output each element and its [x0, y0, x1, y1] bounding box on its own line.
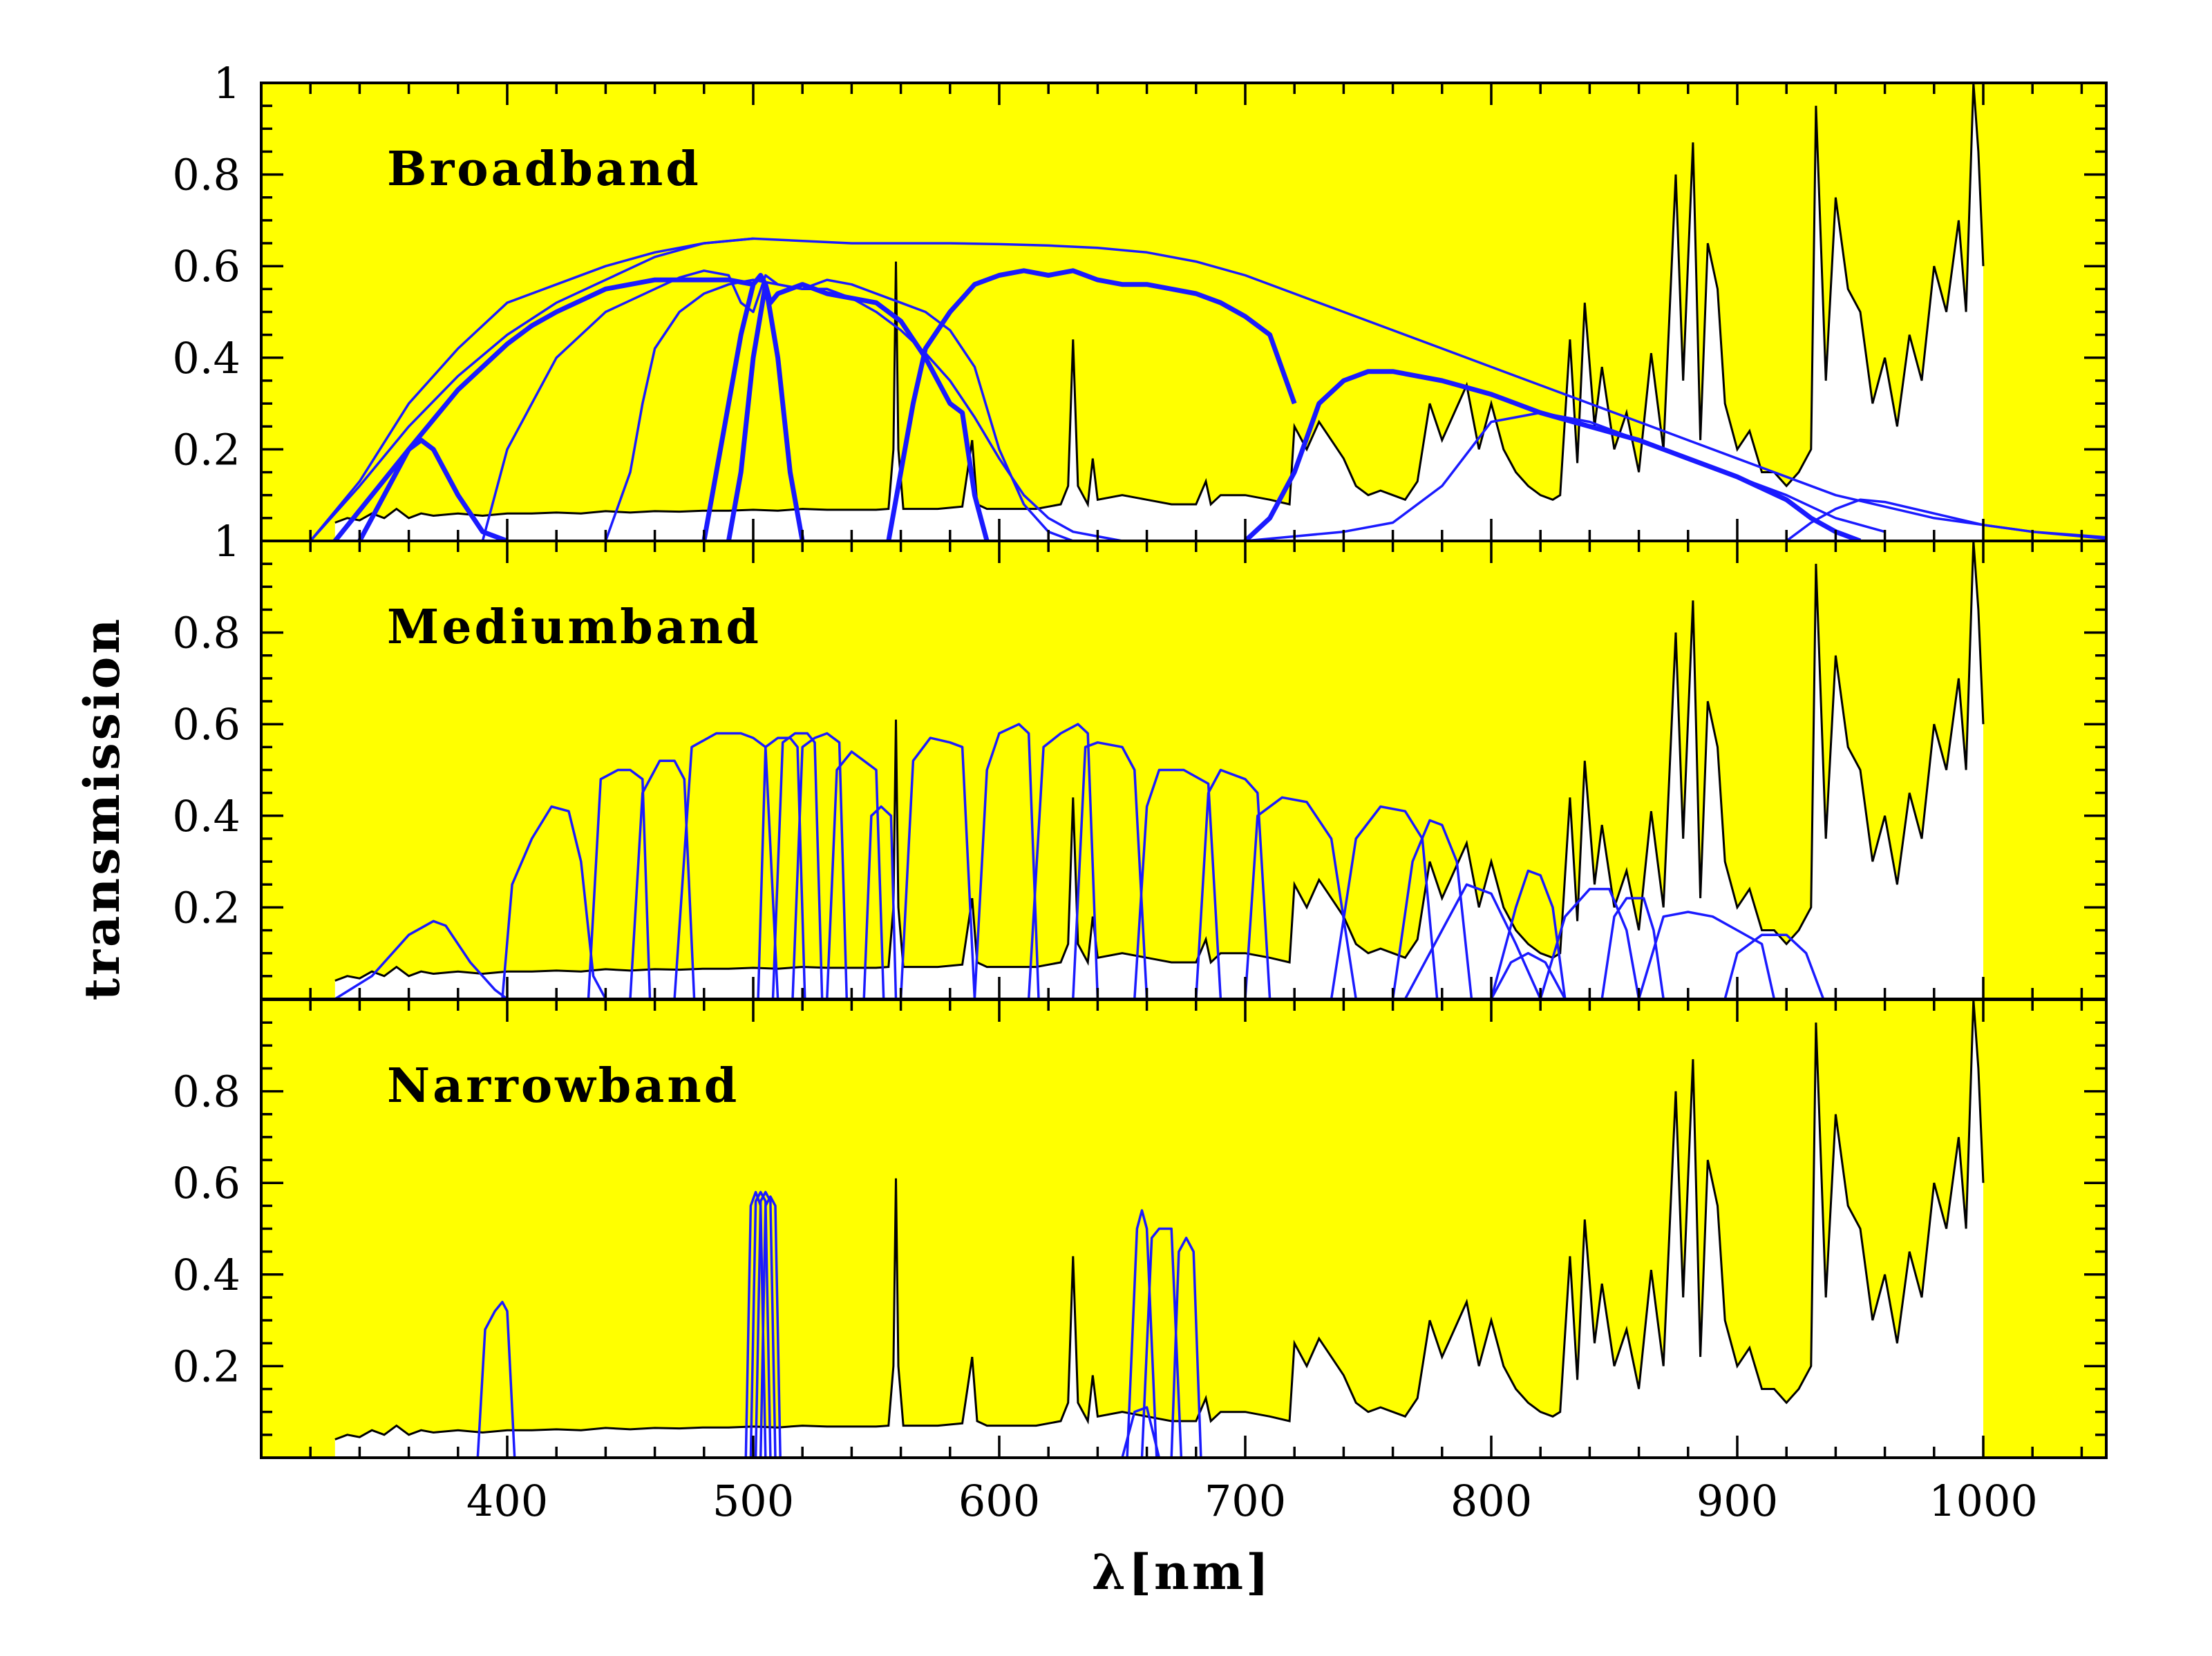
- y-tick-label: 1: [214, 516, 240, 567]
- filter-curve-12: [973, 723, 1040, 999]
- filter-curve-6: [1126, 1209, 1158, 1458]
- filter-curve-9: [826, 750, 885, 999]
- panel-label: Mediumband: [387, 600, 762, 655]
- background-fill: [261, 1000, 2106, 1458]
- y-tick-label: 1: [214, 58, 240, 108]
- filter-curve-21: [1490, 869, 1567, 999]
- filter-curve-9: [1121, 1406, 1161, 1458]
- filter-curve-22: [1539, 888, 1641, 999]
- panel-label: Narrowband: [387, 1058, 739, 1114]
- filter-curve-26: [1490, 951, 1567, 999]
- filter-curve-24: [1637, 911, 1776, 999]
- y-tick-label: 0.6: [172, 699, 240, 750]
- filter-curve-10: [862, 805, 898, 999]
- filter-curve-17: [1244, 796, 1357, 999]
- y-tick-label: 0.2: [172, 424, 240, 475]
- filter-curve-4: [333, 277, 754, 541]
- panel-narrowband: 0.2 0.4 0.6 0.8 Narrowband: [172, 998, 2108, 1459]
- filter-curve-11: [1245, 411, 1886, 541]
- filter-curve-11: [899, 736, 976, 999]
- filter-curve-7: [1140, 1227, 1183, 1458]
- y-tick-label: 0.6: [172, 241, 240, 292]
- filter-curve-25: [1723, 933, 1825, 999]
- y-tick-label: 0.4: [172, 1250, 240, 1300]
- filter-curve-8: [726, 282, 805, 541]
- y-axis-label: transmission: [73, 616, 131, 1001]
- filter-curve-14: [1072, 741, 1148, 999]
- filter-curve-2: [309, 237, 754, 541]
- filter-curve-7: [771, 732, 824, 999]
- y-tick-label: 0.4: [172, 333, 240, 383]
- filter-curve-18: [1330, 805, 1439, 999]
- x-tick-label: 500: [712, 1476, 794, 1526]
- y-tick-label: 0.6: [172, 1158, 240, 1208]
- filter-curve-16: [1195, 768, 1272, 999]
- y-tick-label: 0.8: [172, 1067, 240, 1117]
- filter-curve-3: [749, 1190, 772, 1458]
- filter-curve-19: [1391, 819, 1473, 999]
- x-tick-label: 400: [466, 1476, 548, 1526]
- sky-spectrum-line: [334, 541, 1985, 982]
- x-tick-label: 600: [958, 1476, 1040, 1526]
- filter-curve-8: [791, 732, 849, 999]
- x-tick-label: 700: [1204, 1476, 1286, 1526]
- filter-curve-5: [759, 1195, 782, 1458]
- sky-spectrum-line: [334, 1000, 1985, 1440]
- x-axis-label: λ[nm]: [1092, 1543, 1272, 1601]
- x-tick-label: 800: [1450, 1476, 1532, 1526]
- filter-curve-2: [744, 1190, 767, 1458]
- y-tick-label: 0.8: [172, 608, 240, 658]
- filter-curve-10: [1243, 369, 1862, 541]
- panels: 0.2 0.4 0.6 0.8 1 Broadband 0.2 0.4 0.6 0.8 1 Mediu…: [172, 58, 2108, 1526]
- y-tick-label: 0.2: [172, 1341, 240, 1391]
- filter-curve-3: [357, 437, 509, 541]
- panel-mediumband: 0.2 0.4 0.6 0.8 1 Mediumband: [172, 516, 2108, 1000]
- filter-curve-1: [334, 920, 509, 999]
- filter-curve-1: [476, 1300, 516, 1458]
- filter-curve-6: [757, 736, 806, 999]
- filter-curve-3: [587, 768, 652, 999]
- x-tick-label: 1000: [1929, 1476, 2038, 1526]
- filter-curve-8: [1170, 1237, 1202, 1458]
- x-tick-label: 900: [1696, 1476, 1778, 1526]
- panel-broadband: 0.2 0.4 0.6 0.8 1 Broadband: [172, 58, 2108, 542]
- filter-curve-9: [886, 268, 1297, 541]
- x-axis: 400 500 600 700 800 900 1000: [466, 1476, 2038, 1526]
- filter-curve-13: [1027, 723, 1099, 999]
- filter-curve-15: [1133, 768, 1222, 999]
- filter-curve-7: [701, 273, 990, 541]
- filter-curve-1: [309, 237, 2106, 541]
- panel-label: Broadband: [387, 142, 701, 197]
- filter-curve-4: [754, 1190, 777, 1458]
- y-tick-label: 0.8: [172, 150, 240, 200]
- filter-curve-12: [1786, 498, 2106, 541]
- y-tick-label: 0.2: [172, 882, 240, 933]
- y-tick-label: 0.4: [172, 791, 240, 841]
- filter-curve-20: [1403, 883, 1542, 999]
